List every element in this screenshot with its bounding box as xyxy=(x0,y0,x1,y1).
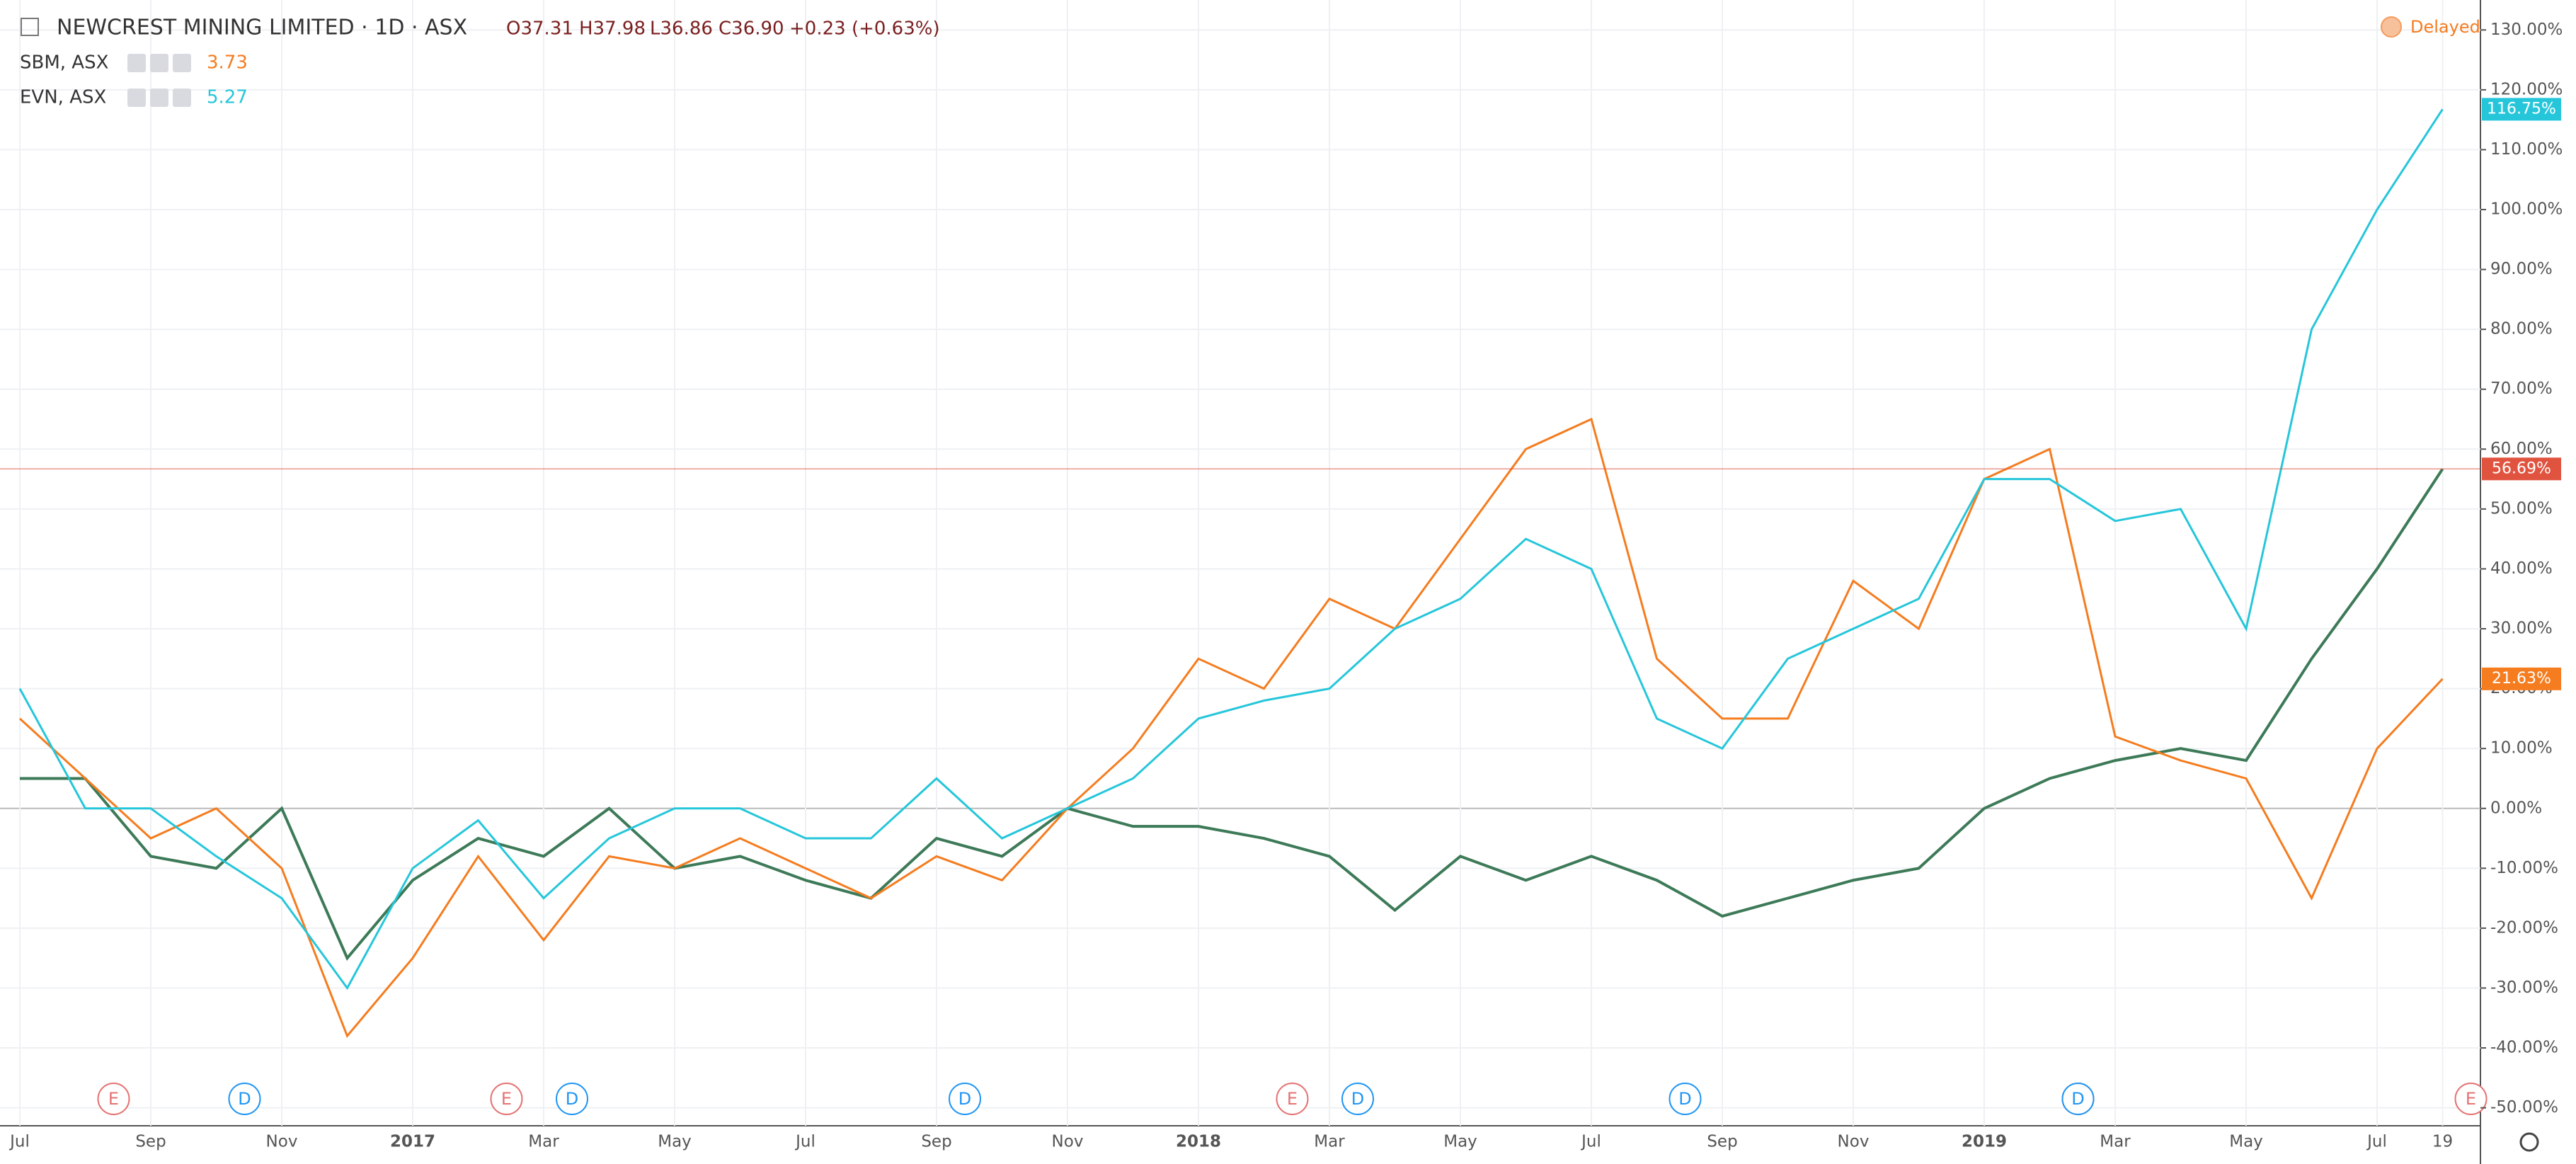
x-tick-label: Sep xyxy=(1707,1133,1737,1151)
x-tick-label: Sep xyxy=(921,1133,951,1151)
y-tick-label: 60.00% xyxy=(2490,440,2553,458)
y-tick-label: -30.00% xyxy=(2490,978,2558,997)
x-tick-label: Nov xyxy=(1052,1133,1084,1151)
series-line xyxy=(18,417,2444,1039)
y-tick-label: -40.00% xyxy=(2490,1039,2558,1057)
y-tick-label: 100.00% xyxy=(2490,200,2563,219)
event-label: E xyxy=(501,1089,512,1109)
change: +0.23 (+0.63%) xyxy=(789,18,940,40)
x-tick-label: Mar xyxy=(2100,1133,2131,1151)
price-label-box xyxy=(2482,98,2561,121)
series-line xyxy=(20,468,2444,961)
symbol-title[interactable]: NEWCREST MINING LIMITED · 1D · ASX xyxy=(57,16,467,40)
legend-button[interactable] xyxy=(127,89,146,107)
settings-icon[interactable] xyxy=(2519,1132,2539,1152)
legend-button[interactable] xyxy=(150,89,168,107)
event-label: D xyxy=(1678,1089,1691,1109)
x-tick-label: Mar xyxy=(528,1133,559,1151)
legend-price: 5.27 xyxy=(207,87,248,108)
x-tick-label: 19 xyxy=(2432,1133,2453,1151)
event-label: D xyxy=(238,1089,251,1109)
y-tick-label: 10.00% xyxy=(2490,739,2553,758)
legend-name[interactable]: SBM, ASX xyxy=(20,52,108,74)
open: O37.31 xyxy=(506,18,573,40)
event-label: D xyxy=(1351,1089,1364,1109)
price-label-box xyxy=(2482,457,2561,481)
x-tick-label: Jul xyxy=(8,1133,30,1151)
event-label: D xyxy=(566,1089,578,1109)
y-axis: 130.00% 120.00% 110.00% 100.00% 90.00% 80.00%… xyxy=(2480,21,2563,1117)
y-tick-label: 130.00% xyxy=(2490,21,2563,39)
x-tick-label: May xyxy=(2229,1133,2263,1151)
low: L36.86 xyxy=(650,18,713,40)
x-axis: Jul Sep Nov 2017 Mar May Jul Sep Nov 2018 Mar May Ju… xyxy=(8,1133,2453,1151)
y-tick-label: 110.00% xyxy=(2490,140,2563,159)
collapse-button[interactable] xyxy=(21,18,39,36)
legend-name[interactable]: EVN, ASX xyxy=(20,87,106,108)
x-tick-label: Jul xyxy=(1580,1133,1601,1151)
event-marker[interactable] xyxy=(97,1083,130,1115)
x-tick-label: Mar xyxy=(1314,1133,1345,1151)
y-tick-label: -20.00% xyxy=(2490,918,2558,937)
series-line xyxy=(18,108,2444,991)
legend-button[interactable] xyxy=(173,54,191,72)
event-label: D xyxy=(2071,1089,2084,1109)
price-labels: 56.69% 21.63% 116.75% xyxy=(2482,98,2561,690)
event-label: D xyxy=(958,1089,971,1109)
y-tick-label: -10.00% xyxy=(2490,859,2558,877)
legend: SBM, ASX 3.73 EVN, ASX 5.27 xyxy=(20,52,248,108)
event-marker[interactable] xyxy=(1341,1083,1374,1115)
event-marker[interactable] xyxy=(490,1083,523,1115)
x-tick-label: 2017 xyxy=(390,1133,435,1151)
event-marker[interactable] xyxy=(1276,1083,1309,1115)
y-tick-label: 120.00% xyxy=(2490,80,2563,98)
x-tick-label: May xyxy=(1443,1133,1477,1151)
high: H37.98 xyxy=(579,18,646,40)
legend-button[interactable] xyxy=(173,89,191,107)
x-tick-label: Jul xyxy=(2366,1133,2387,1151)
close: C36.90 xyxy=(719,18,784,40)
price-label-box xyxy=(2482,667,2561,690)
x-tick-label: Nov xyxy=(266,1133,298,1151)
y-tick-label: 90.00% xyxy=(2490,260,2553,278)
status-icon xyxy=(2381,16,2402,38)
event-marker[interactable] xyxy=(556,1083,588,1115)
event-label: E xyxy=(2466,1089,2476,1109)
x-tick-label: 2019 xyxy=(1962,1133,2007,1151)
x-tick-label: Jul xyxy=(794,1133,815,1151)
grid xyxy=(0,0,2480,1126)
y-tick-label: 70.00% xyxy=(2490,380,2553,398)
event-label: E xyxy=(108,1089,119,1109)
event-marker[interactable] xyxy=(949,1083,981,1115)
y-tick-label: 0.00% xyxy=(2490,799,2542,817)
price-label: 21.63% xyxy=(2492,670,2551,687)
status: Delayed xyxy=(2410,17,2480,37)
legend-button[interactable] xyxy=(150,54,168,72)
y-tick-label: 80.00% xyxy=(2490,320,2553,338)
x-tick-label: 2018 xyxy=(1176,1133,1221,1151)
x-tick-label: May xyxy=(658,1133,692,1151)
event-marker[interactable] xyxy=(1668,1083,1702,1115)
y-tick-label: 30.00% xyxy=(2490,620,2553,638)
event-label: E xyxy=(1287,1089,1298,1109)
x-tick-label: Nov xyxy=(1838,1133,1870,1151)
event-marker[interactable] xyxy=(2061,1083,2095,1115)
y-tick-label: -50.00% xyxy=(2490,1098,2558,1117)
y-tick-label: 50.00% xyxy=(2490,499,2553,518)
x-tick-label: Sep xyxy=(135,1133,166,1151)
plot: EDEDDEDDEDE xyxy=(0,108,2488,1115)
price-label: 56.69% xyxy=(2492,460,2551,477)
price-label: 116.75% xyxy=(2487,100,2556,118)
legend-button[interactable] xyxy=(127,54,146,72)
y-tick-label: 40.00% xyxy=(2490,559,2553,578)
event-marker[interactable] xyxy=(228,1083,261,1115)
event-marker[interactable] xyxy=(2454,1083,2488,1115)
legend-price: 3.73 xyxy=(207,52,248,74)
